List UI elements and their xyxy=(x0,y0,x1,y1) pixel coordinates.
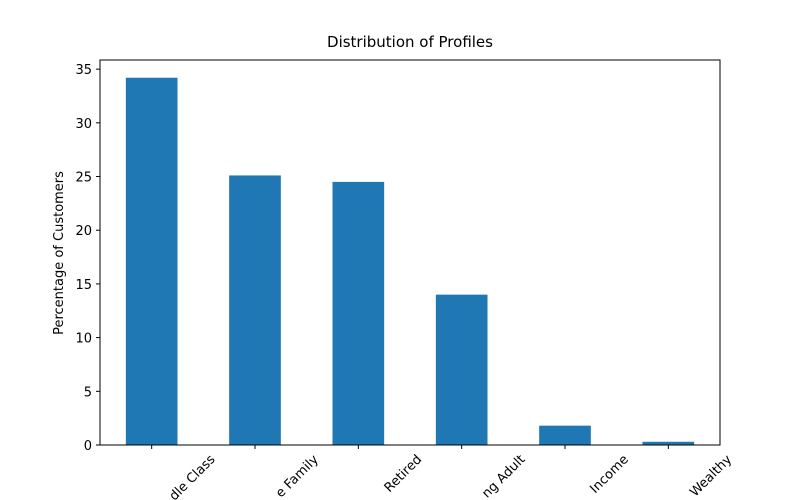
plot-frame xyxy=(99,59,721,446)
y-tick-label: 5 xyxy=(84,385,92,400)
y-tick-label: 35 xyxy=(75,63,92,78)
y-tick-label: 0 xyxy=(84,439,92,454)
y-tick-label: 30 xyxy=(75,117,92,132)
chart-title: Distribution of Profiles xyxy=(327,33,493,51)
y-axis-label: Percentage of Customers xyxy=(52,171,67,335)
bar xyxy=(332,181,385,445)
y-tick-label: 10 xyxy=(75,332,92,347)
bar xyxy=(642,441,695,445)
bar xyxy=(539,425,591,445)
bar xyxy=(435,294,488,445)
bar xyxy=(229,175,281,446)
y-tick-label: 15 xyxy=(75,278,92,293)
bar xyxy=(125,77,178,445)
y-tick-label: 20 xyxy=(75,224,92,239)
y-tick-label: 25 xyxy=(75,171,92,186)
